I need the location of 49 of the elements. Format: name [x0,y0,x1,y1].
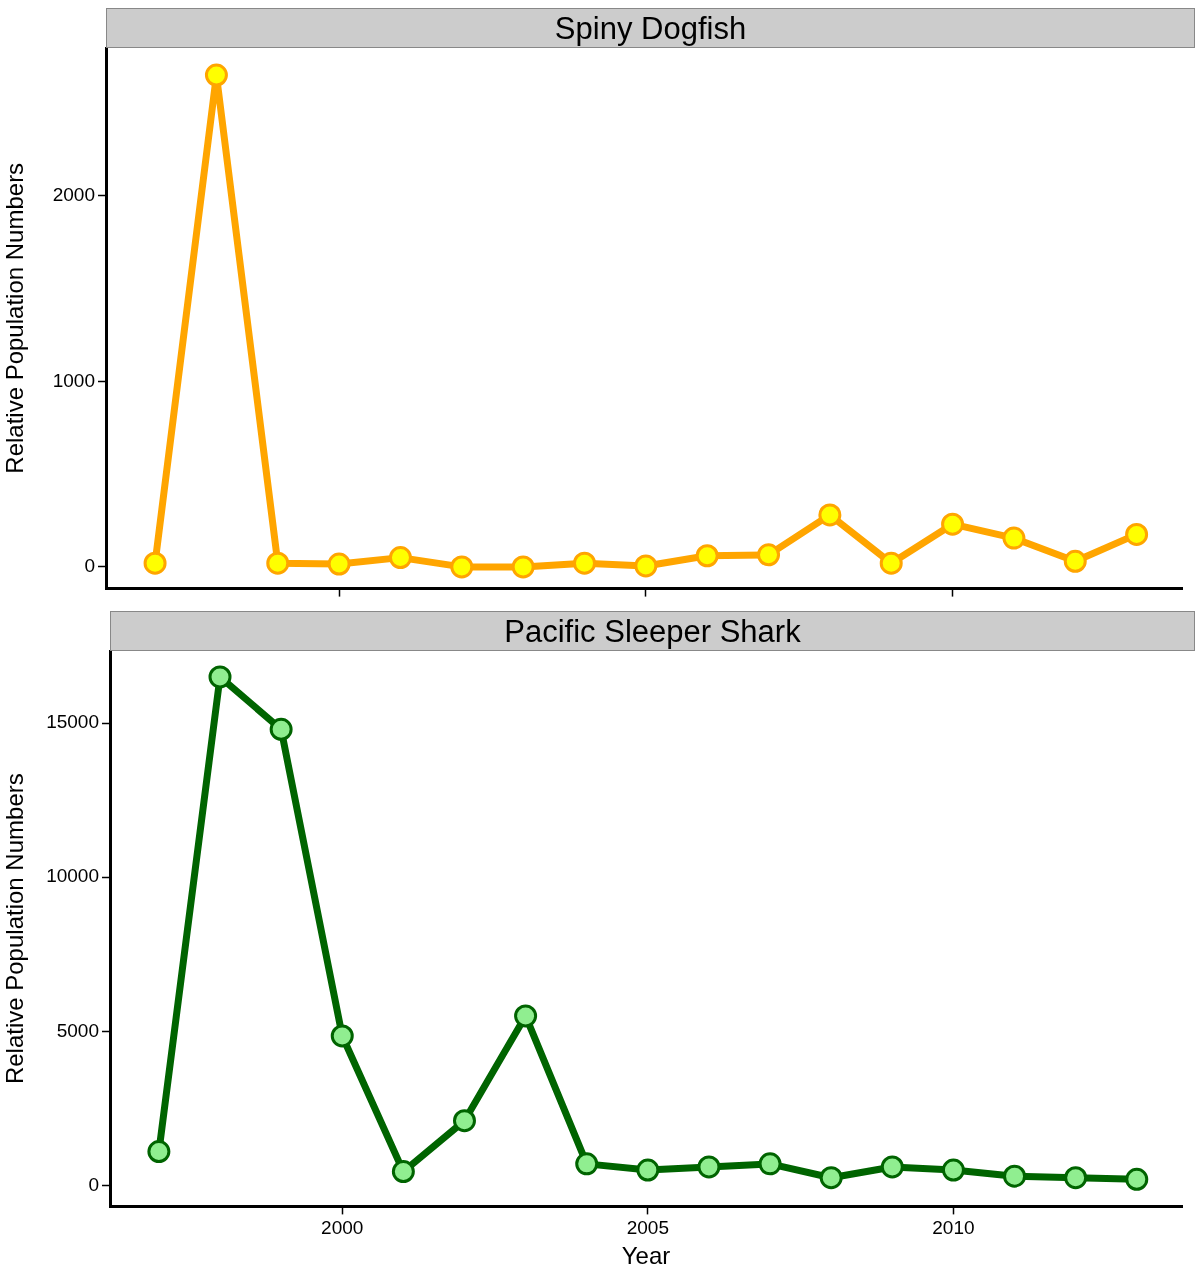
y-axis-title: Relative Population Numbers [1,773,29,1085]
point [450,555,474,579]
point [941,512,965,536]
point [573,551,596,575]
point [880,1155,904,1179]
point [757,543,781,567]
point [695,544,719,568]
point [269,717,293,741]
point [941,1158,965,1182]
point [327,552,351,576]
point [143,551,167,575]
y-tick-label: 1000 [52,369,95,391]
y-tick-label: 0 [88,1173,99,1195]
point [1125,1167,1149,1191]
point [1063,549,1087,573]
point [452,1109,476,1133]
point [1002,526,1026,550]
x-axis-title: Year [621,1242,671,1270]
y-tick-label: 15000 [46,711,99,733]
x-tick-label: 2005 [626,1217,669,1239]
point [330,1024,354,1048]
point [879,551,903,575]
point [391,1160,415,1184]
point [208,665,232,689]
point [511,555,535,579]
point [266,551,290,575]
chart-title: Pacific Sleeper Shark [110,611,1195,651]
point [147,1140,171,1164]
y-tick-label: 10000 [46,865,99,887]
point [818,503,842,527]
point [634,554,658,578]
point [388,546,412,570]
point [1064,1166,1088,1190]
point [697,1155,721,1179]
point [204,63,228,87]
point [758,1152,782,1176]
point [636,1158,660,1182]
x-tick-label: 2000 [321,1217,364,1239]
point [514,1004,538,1028]
point [1125,522,1149,546]
point [575,1152,599,1176]
y-tick-label: 0 [84,555,95,577]
point [819,1166,843,1190]
y-tick-label: 2000 [52,183,95,205]
point [1003,1164,1027,1188]
x-tick-label: 2010 [932,1217,975,1239]
y-axis-title: Relative Population Numbers [1,162,29,474]
y-tick-label: 5000 [56,1019,99,1041]
chart-title: Spiny Dogfish [106,8,1195,48]
